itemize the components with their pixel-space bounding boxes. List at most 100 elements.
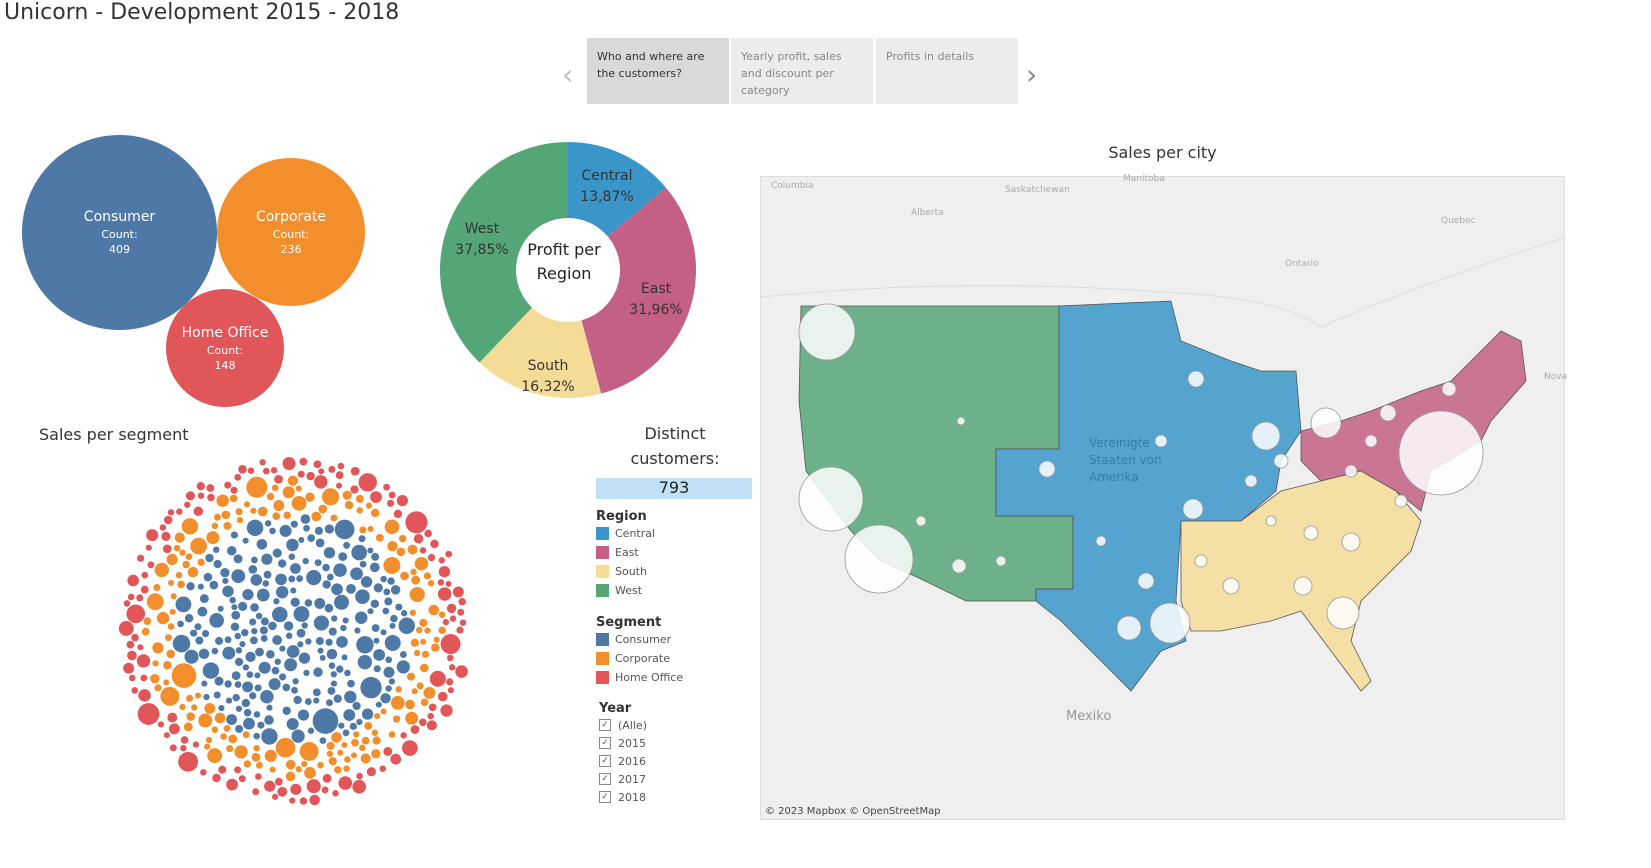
sales-bubble[interactable] (231, 569, 246, 584)
sales-bubble[interactable] (174, 532, 185, 543)
sales-bubble[interactable] (202, 630, 210, 638)
sales-bubble[interactable] (250, 507, 257, 514)
sales-bubble[interactable] (179, 549, 186, 556)
sales-bubble[interactable] (203, 572, 213, 582)
sales-bubble[interactable] (327, 687, 336, 695)
sales-bubble[interactable] (214, 676, 224, 686)
sales-bubble[interactable] (410, 568, 417, 576)
sales-bubble[interactable] (458, 597, 466, 606)
sales-bubble[interactable] (211, 647, 219, 655)
sales-bubble[interactable] (367, 547, 374, 554)
sales-bubble[interactable] (355, 589, 370, 604)
city-sales-marker[interactable] (1265, 515, 1277, 527)
sales-bubble[interactable] (356, 507, 363, 514)
sales-bubble[interactable] (235, 724, 244, 733)
sales-bubble[interactable] (254, 672, 261, 679)
sales-bubble[interactable] (230, 622, 240, 631)
sales-bubble[interactable] (375, 701, 382, 708)
sales-bubble[interactable] (299, 742, 319, 761)
sales-bubble[interactable] (218, 705, 225, 712)
sales-bubble[interactable] (223, 724, 231, 732)
sales-bubble[interactable] (243, 760, 251, 768)
sales-bubble[interactable] (301, 760, 308, 767)
sales-bubble[interactable] (384, 519, 400, 535)
sales-bubble[interactable] (234, 632, 241, 640)
sales-bubble[interactable] (418, 718, 427, 727)
sales-bubble[interactable] (167, 712, 178, 723)
sales-bubble[interactable] (392, 715, 401, 723)
sales-bubble[interactable] (352, 701, 361, 711)
sales-bubble[interactable] (274, 658, 281, 665)
sales-bubble[interactable] (340, 624, 347, 632)
sales-bubble[interactable] (194, 623, 202, 631)
sales-bubble[interactable] (262, 467, 270, 475)
sales-bubble[interactable] (118, 621, 134, 636)
sales-bubble[interactable] (224, 636, 232, 644)
sales-bubble[interactable] (390, 696, 405, 710)
sales-bubble[interactable] (338, 552, 348, 562)
sales-bubble[interactable] (411, 575, 421, 585)
sales-bubble[interactable] (161, 531, 171, 541)
sales-bubble[interactable] (253, 732, 261, 740)
sales-bubble[interactable] (187, 566, 199, 578)
sales-bubble[interactable] (298, 536, 305, 543)
sales-bubble[interactable] (229, 494, 238, 503)
city-sales-marker[interactable] (1293, 576, 1313, 596)
sales-bubble[interactable] (283, 511, 291, 519)
sales-bubble[interactable] (371, 729, 379, 736)
sales-bubble[interactable] (272, 548, 282, 558)
sales-bubble[interactable] (395, 686, 402, 693)
sales-bubble[interactable] (263, 570, 272, 579)
sales-bubble[interactable] (269, 766, 276, 773)
sales-bubble[interactable] (419, 618, 428, 627)
sales-bubble[interactable] (446, 678, 454, 686)
sales-bubble[interactable] (384, 597, 393, 606)
sales-bubble[interactable] (284, 658, 298, 672)
sales-bubble[interactable] (198, 713, 213, 728)
sales-bubble[interactable] (214, 712, 226, 724)
sales-bubble[interactable] (449, 615, 457, 622)
story-tab-customers[interactable]: Who and where are the customers? (587, 38, 729, 104)
donut-slice-south[interactable] (479, 307, 602, 398)
sales-bubble[interactable] (322, 563, 330, 572)
sales-bubble[interactable] (420, 638, 427, 645)
sales-bubble[interactable] (388, 731, 396, 738)
sales-bubble[interactable] (243, 717, 255, 730)
sales-bubble[interactable] (159, 524, 167, 531)
sales-bubble[interactable] (255, 647, 264, 657)
sales-bubble[interactable] (437, 691, 448, 702)
sales-bubble[interactable] (269, 527, 276, 535)
sales-bubble[interactable] (297, 709, 310, 721)
sales-bubble[interactable] (205, 553, 214, 563)
sales-bubble[interactable] (200, 769, 207, 776)
sales-bubble[interactable] (186, 582, 195, 591)
sales-bubble[interactable] (347, 679, 355, 688)
sales-bubble[interactable] (341, 654, 348, 661)
sales-bubble[interactable] (270, 467, 278, 474)
sales-bubble[interactable] (440, 634, 461, 655)
sales-bubble[interactable] (197, 583, 204, 590)
sales-bubble[interactable] (314, 559, 322, 567)
sales-bubble[interactable] (359, 560, 367, 568)
sales-bubble[interactable] (260, 689, 274, 704)
sales-bubble[interactable] (440, 704, 453, 717)
sales-bubble[interactable] (290, 597, 300, 607)
sales-bubble[interactable] (386, 499, 395, 507)
sales-bubble[interactable] (271, 606, 288, 623)
sales-bubble[interactable] (232, 693, 240, 702)
sales-bubble[interactable] (350, 752, 357, 759)
sales-bubble[interactable] (351, 544, 367, 561)
sales-bubble[interactable] (396, 547, 406, 557)
legend-item-south[interactable]: South (596, 562, 655, 581)
sales-bubble[interactable] (164, 634, 172, 642)
sales-bubble[interactable] (157, 721, 165, 728)
sales-bubble[interactable] (307, 534, 316, 542)
sales-bubble[interactable] (234, 681, 242, 688)
sales-bubble[interactable] (305, 638, 312, 645)
sales-bubble[interactable] (252, 788, 260, 796)
sales-bubble[interactable] (401, 740, 418, 756)
sales-bubble[interactable] (274, 474, 283, 484)
sales-bubble[interactable] (213, 559, 222, 569)
sales-bubble[interactable] (334, 594, 350, 610)
sales-bubble[interactable] (388, 678, 395, 685)
